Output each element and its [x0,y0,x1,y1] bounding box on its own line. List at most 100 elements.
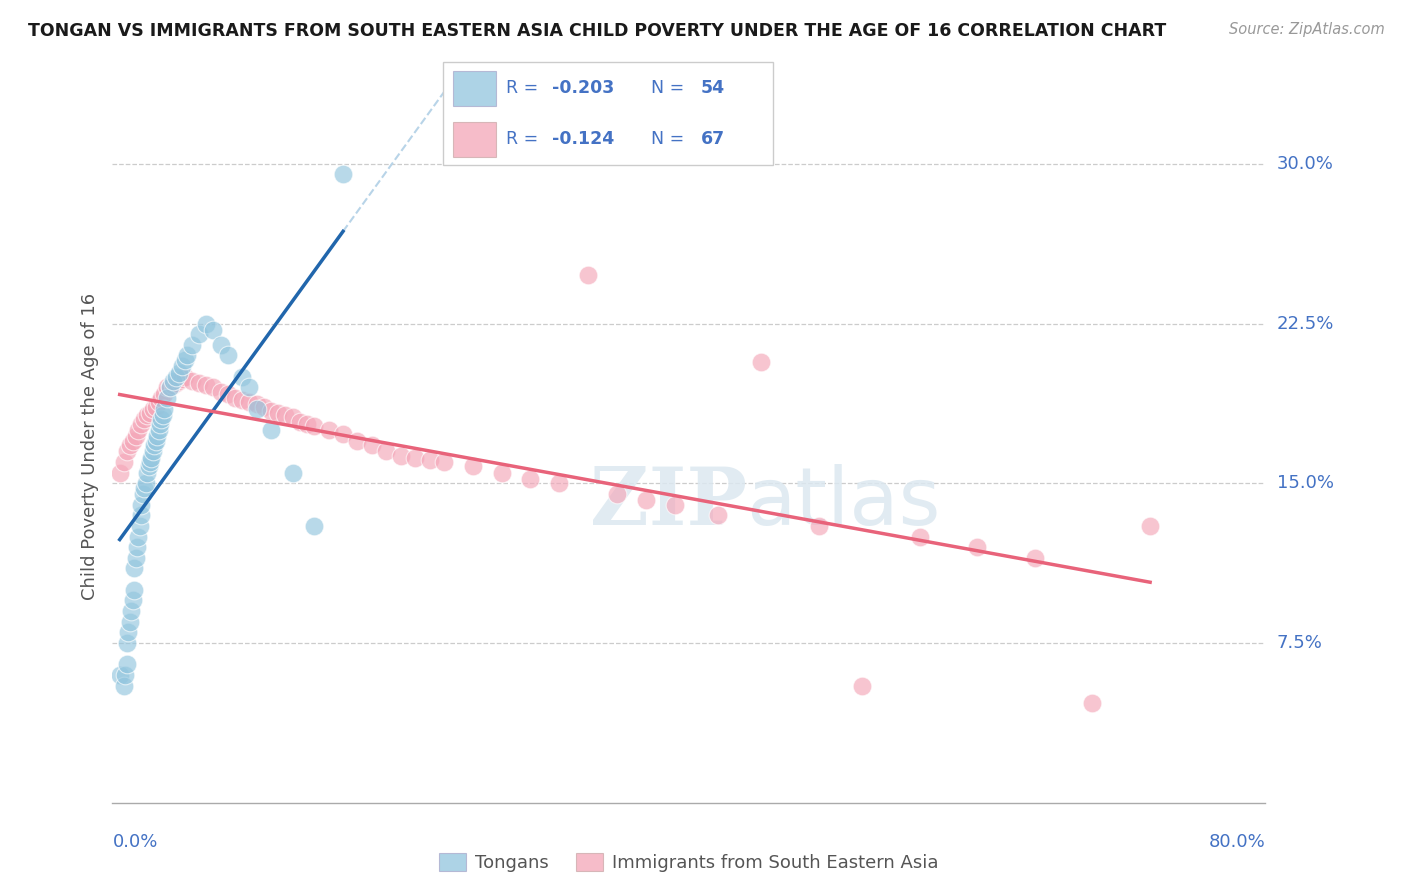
FancyBboxPatch shape [443,62,773,165]
Point [108,466,131,480]
Text: N =: N = [651,130,690,148]
Point [749,355,772,369]
Point [115,636,138,650]
Point [129,498,153,512]
Y-axis label: Child Poverty Under the Age of 16: Child Poverty Under the Age of 16 [80,293,98,599]
Text: -0.124: -0.124 [553,130,614,148]
Point [433,455,456,469]
Point [159,380,181,394]
Point [153,401,176,416]
Point [332,427,354,442]
Point [118,615,141,629]
Text: TONGAN VS IMMIGRANTS FROM SOUTH EASTERN ASIA CHILD POVERTY UNDER THE AGE OF 16 C: TONGAN VS IMMIGRANTS FROM SOUTH EASTERN … [28,22,1167,40]
Point [122,582,145,597]
Point [145,400,167,414]
Text: 22.5%: 22.5% [1277,315,1334,333]
Point [117,625,139,640]
Point [281,410,304,425]
Point [159,380,181,394]
Point [114,668,136,682]
Point [231,393,253,408]
Point [360,438,382,452]
Point [129,417,153,431]
Point [162,378,184,392]
Point [245,401,267,416]
Text: R =: R = [506,79,543,97]
Point [209,384,232,399]
Point [173,352,195,367]
Point [127,423,149,437]
Point [156,391,179,405]
Point [108,668,131,682]
Point [136,466,159,480]
Point [165,376,187,391]
Point [908,529,931,543]
Point [461,459,484,474]
Text: 67: 67 [700,130,724,148]
Text: 0.0%: 0.0% [112,833,157,851]
Text: N =: N = [651,79,690,97]
Point [664,498,686,512]
Point [576,268,599,282]
Text: atlas: atlas [747,464,941,542]
Legend: Tongans, Immigrants from South Eastern Asia: Tongans, Immigrants from South Eastern A… [432,846,946,880]
Point [167,374,190,388]
Point [217,349,239,363]
Point [165,369,187,384]
Text: 30.0%: 30.0% [1277,154,1333,173]
Point [807,519,830,533]
Point [135,476,157,491]
Text: R =: R = [506,130,543,148]
Point [318,423,340,437]
Point [125,540,148,554]
Point [121,434,143,448]
Text: 7.5%: 7.5% [1277,634,1323,652]
Point [143,438,166,452]
Point [124,550,146,565]
Point [202,323,225,337]
Point [217,386,239,401]
Text: Source: ZipAtlas.com: Source: ZipAtlas.com [1229,22,1385,37]
Point [202,380,225,394]
Point [120,604,142,618]
Point [548,476,571,491]
Point [129,508,153,523]
Point [606,487,628,501]
Point [224,391,246,405]
Point [304,418,326,433]
Point [180,338,202,352]
Point [142,444,165,458]
Point [115,657,138,672]
Point [966,540,988,554]
Point [121,593,143,607]
Point [267,406,290,420]
Point [188,376,211,391]
Point [136,408,159,422]
Point [1139,519,1161,533]
Point [180,374,202,388]
Point [389,449,412,463]
Point [134,412,156,426]
Point [170,372,193,386]
Point [156,380,179,394]
Text: ZIP: ZIP [589,464,747,542]
Point [139,406,162,420]
Point [519,472,541,486]
Text: 54: 54 [700,79,724,97]
Point [152,408,174,422]
Point [148,395,170,409]
FancyBboxPatch shape [453,122,496,157]
Text: 80.0%: 80.0% [1209,833,1265,851]
Point [167,366,190,380]
Point [281,466,304,480]
Point [404,450,426,465]
Point [195,317,218,331]
Point [145,434,167,448]
Point [260,404,283,418]
Point [706,508,728,523]
Point [491,466,513,480]
Point [176,349,198,363]
Point [149,417,172,431]
Point [245,397,267,411]
Point [122,561,145,575]
